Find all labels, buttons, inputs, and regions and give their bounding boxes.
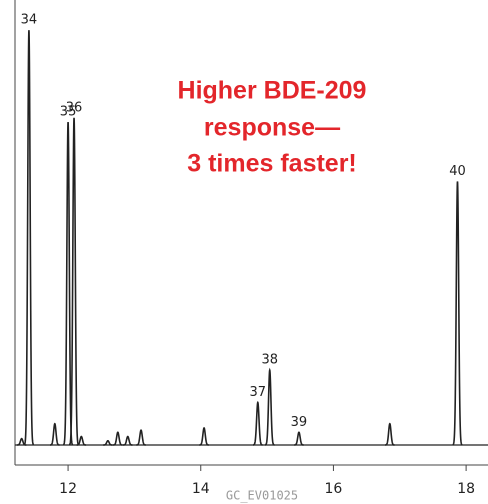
peak-label: 40: [449, 164, 466, 179]
peak-label: 38: [261, 353, 278, 368]
peak: [452, 181, 463, 446]
x-tick-label: 14: [192, 481, 210, 497]
peak: [385, 422, 395, 446]
peak: [199, 427, 209, 446]
x-tick-label: 18: [457, 481, 475, 497]
footer: GC_EV01025: [226, 489, 298, 503]
peak: [23, 30, 35, 446]
peak: [68, 117, 80, 446]
peak: [294, 431, 304, 446]
annotation: Higher BDE-209: [178, 77, 367, 105]
x-tick-label: 16: [325, 481, 343, 497]
peak-label: 35: [60, 105, 77, 120]
peak-label: 34: [21, 13, 38, 28]
peak: [76, 435, 87, 446]
peak-label: 39: [291, 415, 308, 430]
annotation: 3 times faster!: [187, 150, 357, 178]
peak-label: 37: [250, 385, 267, 400]
peak-label: 36: [66, 100, 83, 115]
peak: [112, 431, 123, 446]
peak: [123, 435, 133, 446]
peak: [50, 422, 60, 446]
peak: [252, 400, 263, 446]
annotation: response—: [204, 114, 340, 142]
peak: [103, 439, 113, 446]
x-tick-label: 12: [59, 481, 77, 497]
peak: [136, 429, 146, 446]
peak: [264, 367, 275, 446]
